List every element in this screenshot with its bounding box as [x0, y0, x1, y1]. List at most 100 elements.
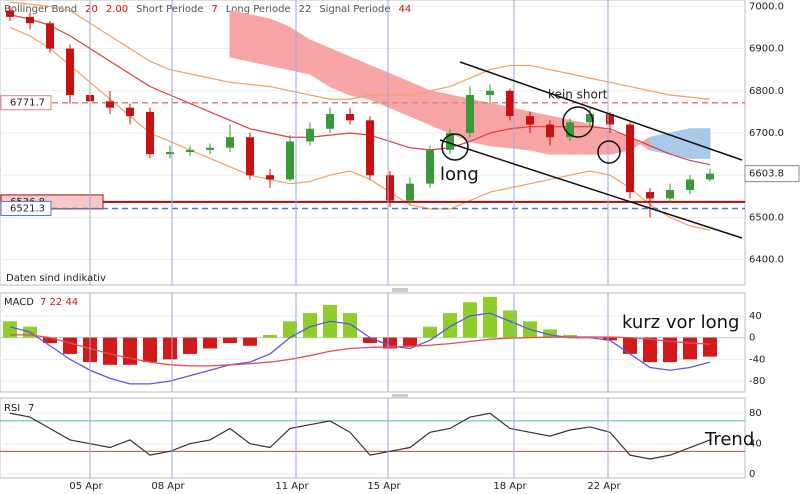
y-tick-label: 0 — [749, 333, 755, 344]
level-box — [0, 200, 52, 216]
cloud — [229, 9, 251, 62]
indicator-label: 22 — [299, 4, 312, 15]
candle-body — [6, 10, 14, 17]
histogram-bar — [223, 337, 237, 344]
histogram-bar — [163, 337, 177, 360]
level-label: 6771.7 — [10, 98, 45, 109]
y-tick-label: 7000.0 — [749, 1, 784, 12]
annotation: kurz vor long — [622, 312, 739, 333]
y-tick-label: 0 — [749, 469, 755, 480]
y-tick-label: 40 — [749, 439, 762, 450]
candle-body — [366, 120, 374, 176]
candle-body — [626, 124, 634, 193]
histogram-bar — [543, 329, 557, 338]
y-tick-label: 6800.0 — [749, 86, 784, 97]
candle-body — [346, 114, 354, 121]
cloud — [329, 47, 351, 96]
annotation: Trend — [704, 429, 754, 450]
histogram-bar — [443, 313, 457, 338]
rsi-params: 7 — [28, 403, 34, 414]
candle-body — [686, 179, 694, 190]
candle-body — [266, 175, 274, 180]
cloud — [249, 14, 271, 67]
histogram-bar — [43, 337, 57, 344]
channel-line — [439, 139, 743, 239]
x-tick-label: 18 Apr — [493, 481, 527, 492]
last-price-label: 6603.8 — [749, 169, 784, 180]
panel-grip[interactable] — [392, 288, 408, 292]
y-tick-label: 80 — [749, 408, 762, 419]
bollinger-line — [9, 14, 711, 166]
histogram-bar — [203, 337, 217, 349]
histogram-bar — [303, 313, 317, 338]
candle-body — [446, 133, 454, 150]
candle-body — [246, 137, 254, 176]
candle-body — [466, 95, 474, 133]
candle-body — [486, 90, 494, 95]
note: Daten sind indikativ — [6, 273, 106, 284]
histogram-bar — [183, 337, 197, 354]
candle-body — [126, 107, 134, 117]
y-tick-label: 6700.0 — [749, 128, 784, 139]
x-tick-label: 08 Apr — [151, 481, 185, 492]
candle-body — [646, 192, 654, 199]
histogram-bar — [463, 302, 477, 338]
candle-body — [286, 141, 294, 180]
histogram-bar — [263, 334, 277, 338]
rsi-title: RSI — [4, 403, 20, 414]
y-tick-label: -40 — [749, 354, 765, 365]
histogram-bar — [643, 337, 657, 363]
annotation: long — [440, 164, 479, 185]
annotation-circle — [441, 133, 469, 161]
annotation-layer: long kein short kurz vor long Trend Date… — [4, 61, 754, 450]
histogram-bar — [423, 326, 437, 338]
candle-body — [386, 175, 394, 201]
candle-body — [706, 173, 714, 180]
y-tick-label: 40 — [749, 311, 762, 322]
macd-params: 7 22 44 — [40, 297, 78, 308]
candle-body — [206, 147, 214, 150]
cloud — [689, 128, 711, 159]
macd-title: MACD — [4, 297, 34, 308]
candle-body — [506, 90, 514, 117]
histogram-bar — [623, 337, 637, 354]
indicator-label: Long Periode — [226, 4, 291, 15]
histogram-bar — [3, 321, 17, 338]
candle-body — [226, 137, 234, 148]
x-tick-label: 11 Apr — [275, 481, 309, 492]
cloud — [649, 132, 671, 155]
x-tick-label: 15 Apr — [367, 481, 401, 492]
histogram-bar — [483, 296, 497, 338]
level-box — [0, 95, 52, 111]
candle-body — [526, 116, 534, 125]
histogram-bar — [663, 337, 677, 363]
histogram-bar — [383, 337, 397, 349]
histogram-bar — [103, 337, 117, 365]
level-label: 6521.3 — [10, 203, 45, 214]
histogram-bar — [143, 337, 157, 363]
candle-body — [186, 149, 194, 152]
x-tick-label: 22 Apr — [587, 481, 621, 492]
histogram-bar — [283, 321, 297, 338]
candle-body — [426, 149, 434, 184]
cloud — [669, 128, 691, 159]
indicator-label: 44 — [399, 4, 412, 15]
candle-body — [46, 23, 54, 49]
histogram-bar — [343, 313, 357, 338]
y-tick-label: -80 — [749, 376, 765, 387]
candle-body — [406, 183, 414, 201]
candle-body — [586, 114, 594, 123]
cloud — [269, 18, 291, 71]
histogram-bar — [503, 310, 517, 338]
y-tick-label: 6500.0 — [749, 212, 784, 223]
last-price-box — [744, 165, 800, 183]
panel-grip[interactable] — [392, 394, 408, 398]
annotation-circle — [597, 140, 621, 164]
indicator-label: 7 — [211, 4, 217, 15]
candle-body — [546, 124, 554, 138]
candle-body — [326, 114, 334, 129]
macd-line — [9, 312, 711, 385]
histogram-bar — [703, 337, 717, 357]
indicator-label: Bollinger Band — [4, 4, 77, 15]
candle-body — [566, 122, 574, 138]
